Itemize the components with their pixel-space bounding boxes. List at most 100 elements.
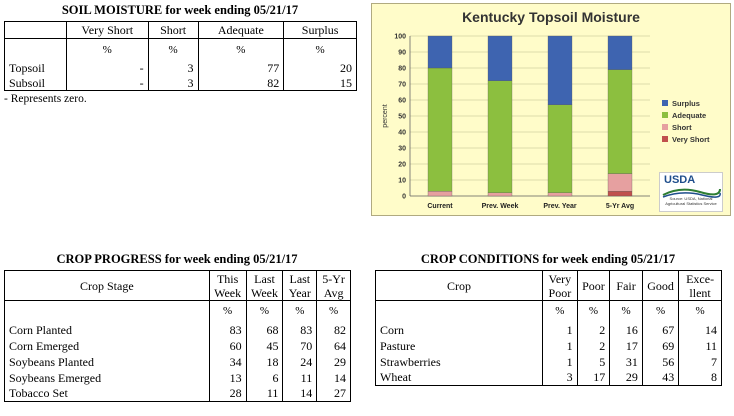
row-label: Soybeans Emerged bbox=[4, 369, 210, 386]
y-tick-label: 20 bbox=[398, 162, 406, 169]
conditions-header-row: Crop Very Poor Poor Fair Good Exce-llent bbox=[374, 270, 722, 301]
table-cell: - bbox=[65, 75, 149, 91]
legend-swatch bbox=[662, 136, 668, 142]
table-cell: 29 bbox=[609, 369, 643, 386]
soil-unit: % bbox=[283, 38, 357, 61]
row-label: Pasture bbox=[374, 337, 543, 354]
bar-surplus bbox=[427, 35, 453, 69]
y-tick-label: 60 bbox=[398, 98, 406, 105]
zero-note: - Represents zero. bbox=[4, 93, 87, 105]
table-cell: 14 bbox=[282, 385, 317, 402]
table-cell: 11 bbox=[282, 369, 317, 386]
bar-short bbox=[547, 192, 573, 197]
y-tick-label: 10 bbox=[398, 178, 406, 185]
progress-unit: % bbox=[245, 300, 283, 322]
conditions-header-very-poor: Very Poor bbox=[542, 270, 578, 301]
conditions-header-good: Good bbox=[641, 270, 680, 301]
soil-header-row: Very Short Short Adequate Surplus bbox=[4, 21, 357, 39]
table-row: Topsoil - 3 77 20 bbox=[4, 60, 357, 76]
conditions-header-poor: Poor bbox=[576, 270, 611, 301]
usda-swoosh-icon bbox=[662, 188, 721, 198]
y-tick-label: 100 bbox=[394, 34, 406, 41]
conditions-unit: % bbox=[576, 300, 610, 322]
conditions-unit: % bbox=[641, 300, 679, 322]
usda-logo: USDA Source: USDA, National Agricultural… bbox=[659, 172, 723, 212]
table-row: Strawberries 1 5 31 56 7 bbox=[374, 353, 722, 370]
soil-unit: % bbox=[65, 38, 149, 61]
soil-header-surplus: Surplus bbox=[283, 21, 357, 39]
progress-unit: % bbox=[208, 300, 247, 322]
table-row: Soybeans Planted 34 18 24 29 bbox=[4, 353, 351, 370]
table-cell: 18 bbox=[245, 353, 283, 370]
crop-progress-title: CROP PROGRESS for week ending 05/21/17 bbox=[56, 252, 298, 266]
bar-adequate bbox=[487, 80, 513, 193]
crop-conditions-section: CROP CONDITIONS for week ending 05/21/17… bbox=[374, 252, 725, 386]
table-cell: 67 bbox=[641, 321, 679, 338]
x-tick-label: Current bbox=[427, 203, 453, 210]
table-row: Corn Planted 83 68 83 82 bbox=[4, 321, 351, 338]
soil-unit: % bbox=[147, 38, 198, 61]
table-cell: 70 bbox=[282, 337, 317, 354]
soil-moisture-section: SOIL MOISTURE for week ending 05/21/17 V… bbox=[4, 3, 362, 105]
table-cell: 31 bbox=[609, 353, 643, 370]
table-cell: 8 bbox=[678, 369, 722, 386]
bar-surplus bbox=[487, 35, 513, 81]
table-row: Pasture 1 2 17 69 11 bbox=[374, 337, 722, 354]
table-cell: 16 bbox=[609, 321, 643, 338]
chart-canvas: 0 10 20 30 40 50 60 70 80 90 100 percent Current Prev… bbox=[382, 34, 710, 211]
table-cell: 11 bbox=[678, 337, 722, 354]
progress-unit: % bbox=[282, 300, 317, 322]
table-cell: 5 bbox=[576, 353, 610, 370]
crop-conditions-table: Crop Very Poor Poor Fair Good Exce-llent … bbox=[374, 270, 722, 386]
legend-swatch bbox=[662, 100, 668, 106]
soil-header-blank bbox=[4, 21, 67, 39]
row-label: Topsoil bbox=[4, 60, 67, 76]
conditions-unit: % bbox=[542, 300, 578, 322]
soil-header-adequate: Adequate bbox=[197, 21, 285, 39]
soil-header-short: Short bbox=[147, 21, 199, 39]
table-cell: 3 bbox=[147, 75, 198, 91]
bar-surplus bbox=[547, 35, 573, 105]
progress-header-this-week: This Week bbox=[208, 270, 247, 301]
row-label: Wheat bbox=[374, 369, 543, 386]
table-cell: 3 bbox=[147, 60, 198, 76]
crop-conditions-title: CROP CONDITIONS for week ending 05/21/17 bbox=[420, 252, 676, 266]
table-cell: 34 bbox=[208, 353, 247, 370]
conditions-header-fair: Fair bbox=[609, 270, 643, 301]
bar-short bbox=[607, 173, 633, 192]
bar-short bbox=[427, 191, 453, 197]
table-cell: 64 bbox=[316, 337, 351, 354]
progress-header-row: Crop Stage This Week Last Week Last Year 5-… bbox=[4, 270, 351, 301]
y-axis-label: percent bbox=[382, 104, 389, 127]
table-cell: 77 bbox=[197, 60, 284, 76]
table-row: Tobacco Set 28 11 14 27 bbox=[4, 385, 351, 402]
bar-adequate bbox=[607, 69, 633, 174]
x-tick-label: 5-Yr Avg bbox=[606, 203, 634, 210]
progress-header-5yr-avg: 5-Yr Avg bbox=[316, 270, 351, 301]
bar-short bbox=[487, 192, 513, 197]
topsoil-moisture-chart: Kentucky Topsoil Moisture 0 10 20 30 40 50 60 7… bbox=[371, 3, 731, 216]
legend-label: Adequate bbox=[672, 111, 706, 120]
y-tick-label: 50 bbox=[398, 114, 406, 121]
table-cell: 2 bbox=[576, 321, 610, 338]
soil-header-very-short: Very Short bbox=[65, 21, 149, 39]
y-tick-label: 0 bbox=[402, 194, 406, 201]
table-cell: 56 bbox=[641, 353, 679, 370]
crop-progress-table: Crop Stage This Week Last Week Last Year 5-… bbox=[4, 270, 351, 402]
table-row: Corn 1 2 16 67 14 bbox=[374, 321, 722, 338]
row-label: Corn bbox=[374, 321, 543, 338]
y-tick-label: 90 bbox=[398, 50, 406, 57]
table-cell: 11 bbox=[245, 385, 283, 402]
legend-label: Very Short bbox=[672, 135, 710, 144]
table-cell: 83 bbox=[208, 321, 247, 338]
legend-swatch bbox=[662, 112, 668, 118]
row-label: Soybeans Planted bbox=[4, 353, 210, 370]
table-cell: 82 bbox=[197, 75, 284, 91]
table-row: Corn Emerged 60 45 70 64 bbox=[4, 337, 351, 354]
soil-unit-row: % % % % bbox=[4, 38, 357, 61]
table-cell: 27 bbox=[316, 385, 351, 402]
table-cell: 43 bbox=[641, 369, 679, 386]
legend-label: Surplus bbox=[672, 99, 700, 108]
table-cell: 13 bbox=[208, 369, 247, 386]
table-cell: 83 bbox=[282, 321, 317, 338]
